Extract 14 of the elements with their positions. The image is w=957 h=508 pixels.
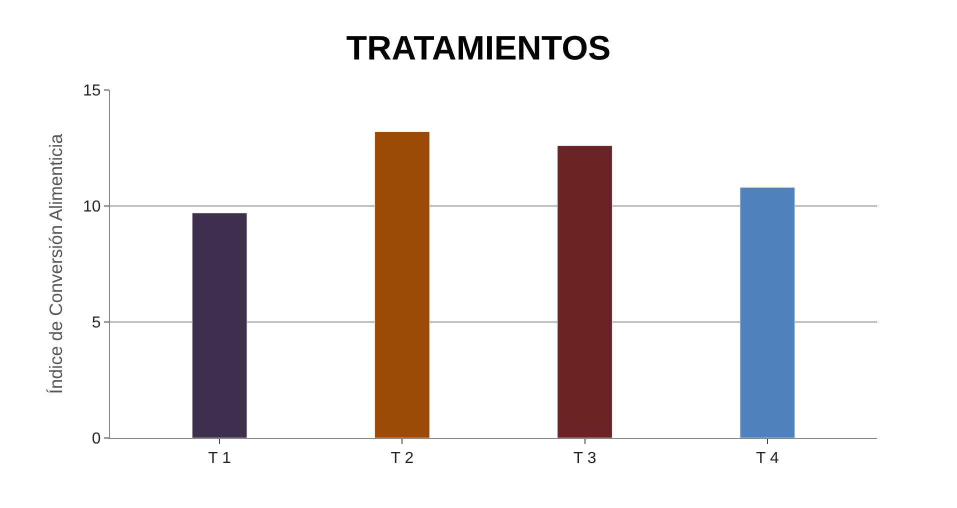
y-tick-label: 15	[83, 82, 101, 100]
chart-title: TRATAMIENTOS	[346, 29, 611, 68]
bar	[374, 132, 430, 438]
y-tick-label: 0	[92, 430, 101, 448]
y-tick-label: 5	[92, 314, 101, 332]
bar	[192, 212, 248, 438]
x-tick-label: T 4	[756, 450, 779, 468]
x-tick-label: T 3	[573, 450, 596, 468]
y-axis-title: Índice de Conversión Alimenticia	[46, 132, 66, 394]
bar	[557, 145, 612, 438]
x-tick-label: T 2	[390, 450, 414, 468]
y-tick-label: 10	[83, 198, 101, 216]
bar	[740, 187, 796, 438]
x-tick-label: T 1	[208, 450, 232, 468]
